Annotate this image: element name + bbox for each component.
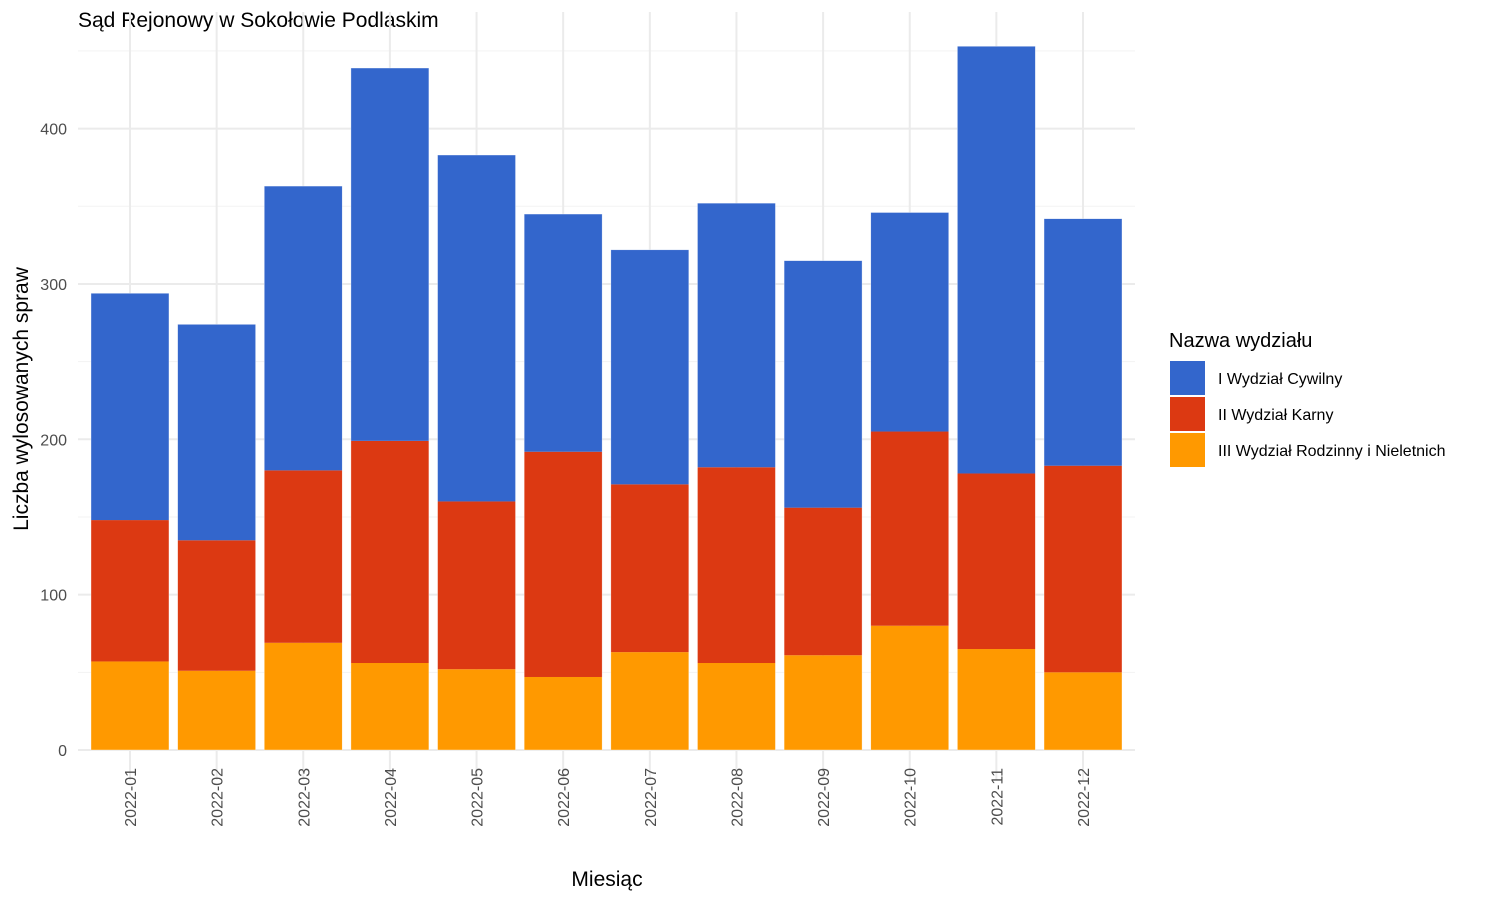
legend-swatch bbox=[1170, 397, 1205, 431]
bar-outline bbox=[90, 292, 170, 751]
bar-outline bbox=[177, 324, 256, 751]
bar-outline bbox=[783, 260, 863, 751]
bar-segment bbox=[697, 663, 776, 750]
legend-label: I Wydział Cywilny bbox=[1218, 371, 1342, 388]
bar-outline bbox=[610, 249, 690, 751]
bar-segment bbox=[697, 203, 776, 468]
bar-outline bbox=[697, 202, 776, 751]
bar-outline bbox=[957, 45, 1036, 751]
bar-segment bbox=[90, 520, 169, 662]
bar-segment bbox=[957, 46, 1036, 474]
bar-segment bbox=[177, 670, 256, 750]
bar-segment bbox=[524, 451, 603, 677]
x-tick-label: 2022-05 bbox=[470, 768, 487, 827]
bar-segment bbox=[957, 473, 1036, 650]
x-tick-label: 2022-02 bbox=[210, 768, 227, 827]
x-tick-label: 2022-04 bbox=[383, 768, 400, 827]
x-axis-ticks: 2022-01 2022-02 2022-03 2022-04 2022-05 2022-… bbox=[123, 768, 1093, 827]
x-tick-label: 2022-03 bbox=[296, 768, 313, 827]
bar-segment bbox=[870, 212, 949, 432]
x-tick-label: 2022-11 bbox=[989, 768, 1006, 826]
x-tick-label: 2022-09 bbox=[816, 768, 833, 827]
x-tick-label: 2022-10 bbox=[903, 768, 920, 827]
y-tick-label: 100 bbox=[40, 588, 67, 605]
bar-segment bbox=[784, 655, 863, 750]
bar-segment bbox=[437, 155, 516, 502]
x-tick-label: 2022-01 bbox=[123, 768, 140, 827]
bar-segment bbox=[784, 260, 863, 508]
bar-segment bbox=[350, 68, 429, 441]
bar-outline bbox=[523, 213, 603, 751]
bar-segment bbox=[437, 669, 516, 750]
bar-segment bbox=[350, 440, 429, 664]
bar-segment bbox=[957, 649, 1036, 750]
y-tick-label: 200 bbox=[40, 432, 67, 449]
legend-title: Nazwa wydziału bbox=[1169, 330, 1312, 352]
bar-segment bbox=[610, 249, 689, 485]
bar-segment bbox=[264, 470, 343, 643]
bar-segment bbox=[1044, 218, 1123, 466]
bar-segment bbox=[264, 642, 343, 750]
bars bbox=[90, 45, 1123, 751]
bar-outline bbox=[437, 154, 516, 751]
bar-segment bbox=[350, 663, 429, 750]
x-tick-label: 2022-08 bbox=[729, 768, 746, 827]
bar-segment bbox=[610, 484, 689, 653]
bar-segment bbox=[697, 467, 776, 664]
legend: Nazwa wydziału I Wydział Cywilny II Wydzi… bbox=[1169, 330, 1446, 467]
bar-segment bbox=[870, 625, 949, 750]
y-tick-label: 300 bbox=[40, 277, 67, 294]
bar-segment bbox=[524, 676, 603, 750]
bar-segment bbox=[177, 540, 256, 671]
x-tick-label: 2022-12 bbox=[1076, 768, 1093, 827]
legend-swatch bbox=[1170, 361, 1205, 395]
bar-outline bbox=[1043, 218, 1123, 751]
bar-segment bbox=[1044, 465, 1123, 673]
x-axis-title: Miesiąc bbox=[571, 868, 642, 891]
bar-outline bbox=[263, 185, 343, 751]
legend-label: II Wydział Karny bbox=[1218, 407, 1333, 424]
chart-title: Sąd Rejonowy w Sokołowie Podlaskim bbox=[78, 9, 439, 32]
bar-outline bbox=[870, 212, 950, 751]
y-axis-title: Liczba wylosowanych spraw bbox=[10, 266, 33, 531]
y-tick-label: 0 bbox=[58, 743, 67, 760]
bar-segment bbox=[264, 186, 343, 471]
y-tick-label: 400 bbox=[40, 122, 67, 139]
bar-segment bbox=[524, 214, 603, 452]
bar-segment bbox=[870, 431, 949, 626]
x-tick-label: 2022-06 bbox=[556, 768, 573, 827]
legend-swatch bbox=[1170, 433, 1205, 467]
bar-segment bbox=[437, 501, 516, 670]
legend-label: III Wydział Rodzinny i Nieletnich bbox=[1218, 443, 1446, 460]
bar-outline bbox=[350, 67, 430, 751]
bar-segment bbox=[784, 507, 863, 656]
bar-segment bbox=[90, 293, 169, 521]
bar-segment bbox=[610, 652, 689, 750]
y-axis-ticks: 0 100 200 300 400 bbox=[40, 122, 67, 760]
x-tick-label: 2022-07 bbox=[643, 768, 660, 827]
bar-segment bbox=[177, 324, 256, 541]
bar-segment bbox=[90, 661, 169, 750]
bar-segment bbox=[1044, 672, 1123, 750]
